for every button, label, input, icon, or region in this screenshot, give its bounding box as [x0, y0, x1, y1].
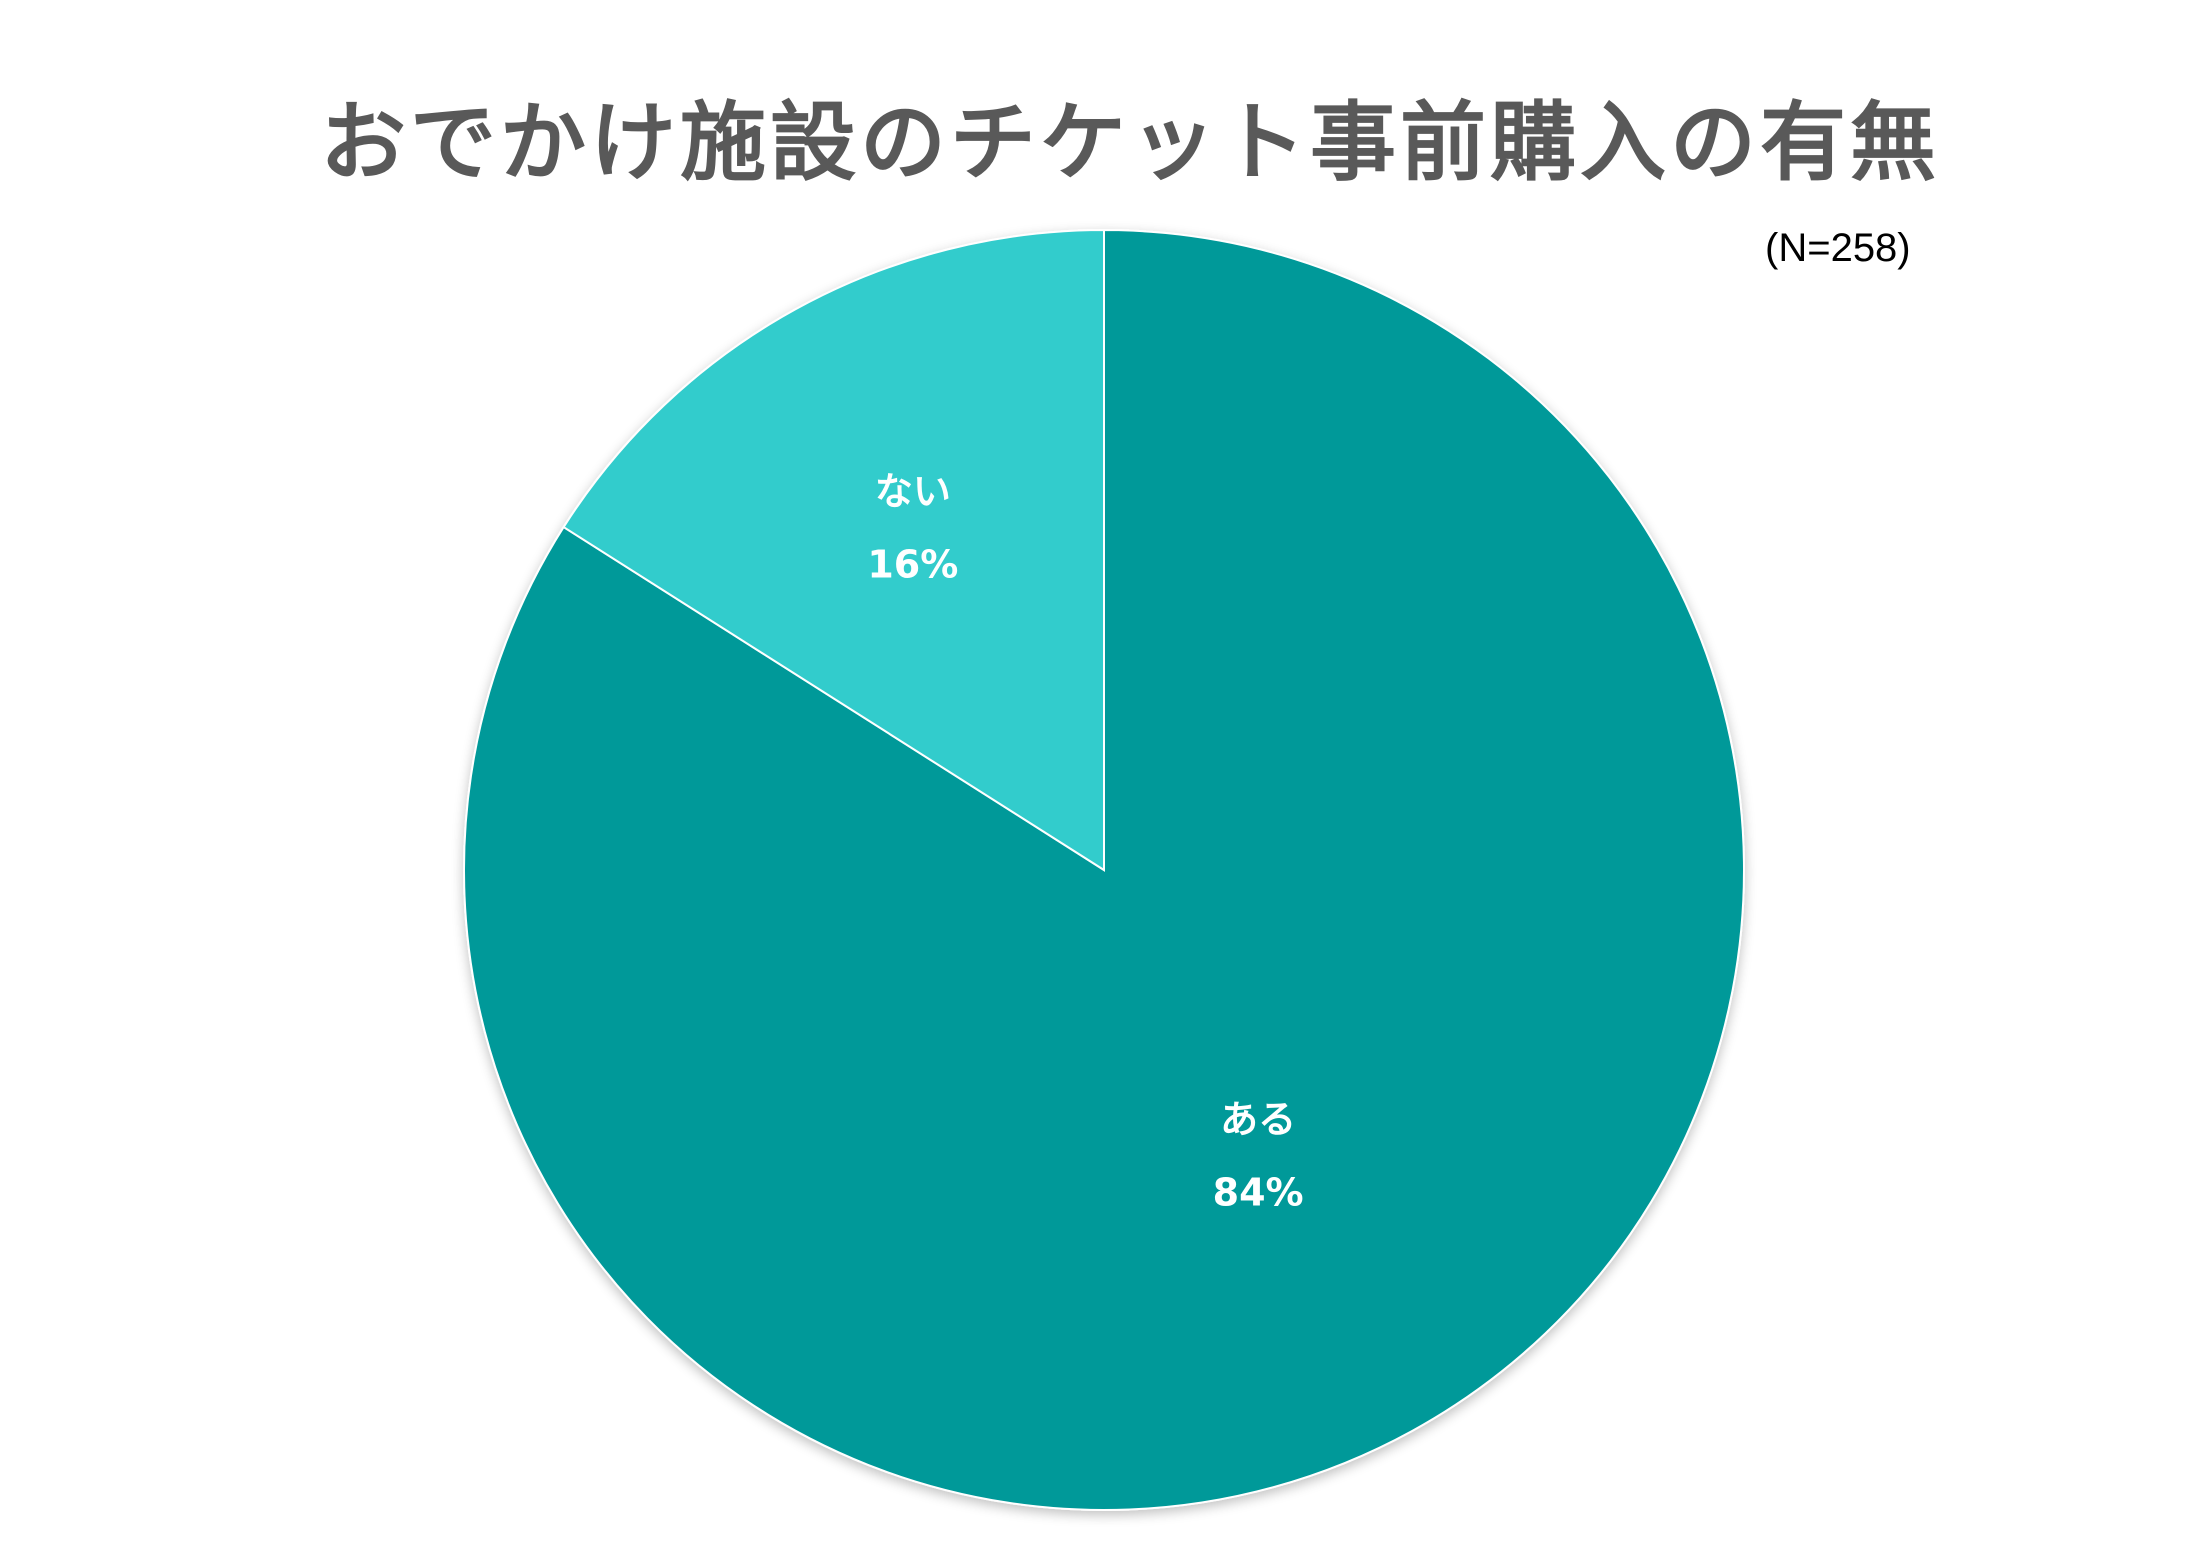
- chart-title: おでかけ施設のチケット事前購入の有無: [320, 93, 1940, 193]
- pie-slice-ない: [562, 228, 1105, 872]
- sample-size-note: (N=258): [1765, 226, 1911, 270]
- pie-labels: ある 84% ない 16%: [867, 469, 1303, 1214]
- slice-category-label: ない: [875, 469, 951, 513]
- pie-slices: [463, 228, 1745, 1511]
- slice-category-label: ある: [1220, 1097, 1296, 1141]
- slice-percent-label: 16%: [867, 542, 958, 586]
- slice-percent-label: 84%: [1213, 1170, 1304, 1214]
